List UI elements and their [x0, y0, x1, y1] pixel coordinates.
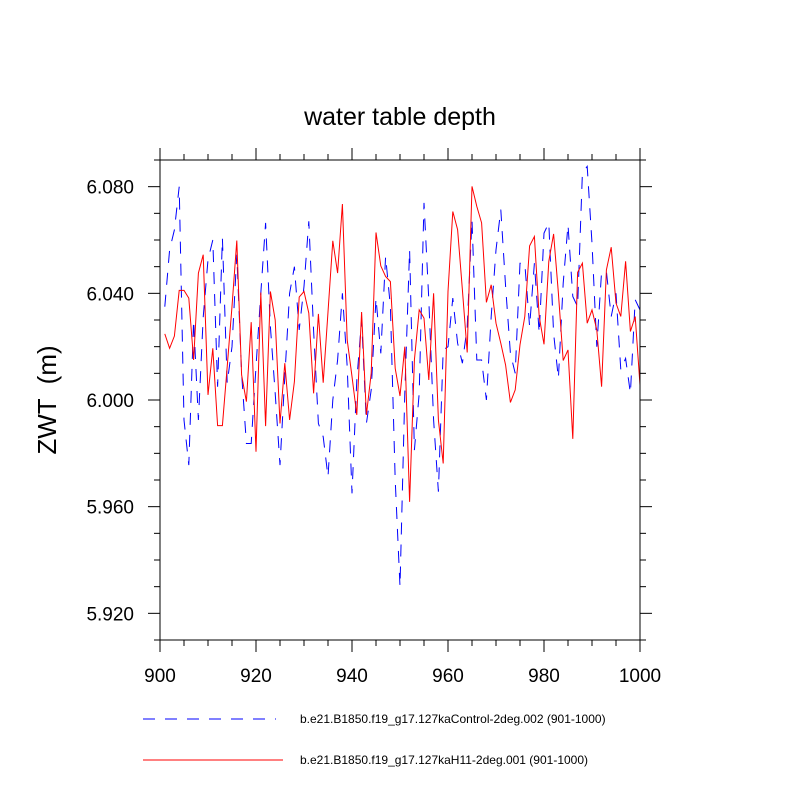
chart-title: water table depth — [303, 103, 496, 131]
y-tick-label: 6.040 — [86, 284, 134, 305]
series-line-0 — [164, 164, 641, 587]
series-layer — [164, 164, 641, 587]
legend-label-h11: b.e21.B1850.f19_g17.127kaH11-2deg.001 (9… — [300, 753, 588, 767]
legend: b.e21.B1850.f19_g17.127kaControl-2deg.00… — [143, 712, 606, 767]
y-tick-label: 5.960 — [86, 498, 134, 519]
y-tick-label: 6.080 — [86, 178, 134, 199]
axes-layer: 900 920 940 960 980 1000 5.920 5.960 6.000 6.040 6… — [86, 148, 661, 687]
x-tick-label: 940 — [336, 666, 368, 687]
y-tick-label: 5.920 — [86, 604, 134, 625]
x-tick-label: 980 — [528, 666, 560, 687]
x-tick-label: 920 — [240, 666, 272, 687]
y-tick-label: 6.000 — [86, 391, 134, 412]
legend-label-control: b.e21.B1850.f19_g17.127kaControl-2deg.00… — [300, 712, 606, 726]
x-tick-label: 1000 — [619, 666, 661, 687]
series-line-1 — [164, 186, 641, 502]
y-axis-label: ZWT (m) — [32, 345, 62, 454]
x-tick-label: 900 — [144, 666, 176, 687]
x-tick-label: 960 — [432, 666, 464, 687]
